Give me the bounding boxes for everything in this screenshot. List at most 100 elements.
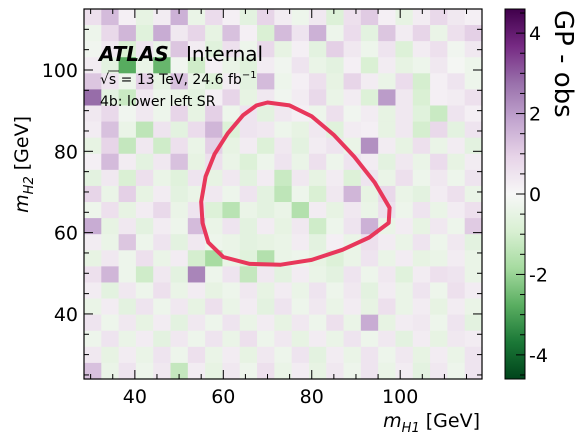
heatmap-cell xyxy=(360,25,379,42)
heatmap-cell xyxy=(222,346,241,364)
heatmap-cell xyxy=(135,234,154,251)
heatmap-cell xyxy=(430,298,448,316)
heatmap-cell xyxy=(222,185,241,203)
heatmap-cell xyxy=(447,314,466,332)
heatmap-cell xyxy=(257,282,275,300)
heatmap-cell xyxy=(343,89,362,107)
heatmap-cell xyxy=(412,137,431,155)
heatmap-cell xyxy=(378,202,397,219)
heatmap-cell xyxy=(118,89,137,107)
heatmap-cell xyxy=(187,169,206,187)
heatmap-cell xyxy=(187,57,206,74)
heatmap-cell xyxy=(464,73,483,90)
heatmap-cell xyxy=(257,57,275,74)
heatmap-cell xyxy=(135,121,154,139)
heatmap-cell xyxy=(170,41,189,58)
heatmap-cell xyxy=(326,8,345,26)
heatmap-cell xyxy=(274,137,293,155)
heatmap-cell xyxy=(222,8,241,26)
heatmap-cell xyxy=(118,330,137,348)
heatmap-cell xyxy=(257,298,275,316)
heatmap-cell xyxy=(274,234,293,251)
heatmap-cell xyxy=(412,202,431,219)
heatmap-cell xyxy=(308,202,327,219)
heatmap-cell xyxy=(257,346,275,364)
heatmap-cell xyxy=(464,89,483,107)
heatmap-cell xyxy=(326,314,345,332)
heatmap-cell xyxy=(222,105,241,123)
heatmap-cell xyxy=(343,202,362,219)
heatmap-cell xyxy=(308,330,327,348)
heatmap-cell xyxy=(101,89,120,107)
heatmap-cell xyxy=(395,137,414,155)
heatmap-cell xyxy=(412,25,431,42)
heatmap-cell xyxy=(257,73,275,90)
heatmap-cell xyxy=(153,41,172,58)
heatmap-cell xyxy=(378,314,397,332)
heatmap-cell xyxy=(447,169,466,187)
heatmap-cell xyxy=(84,234,102,251)
heatmap-cell xyxy=(464,41,483,58)
heatmap-cell xyxy=(153,362,172,380)
y-axis-label: mH2 [GeV] xyxy=(11,116,37,213)
heatmap-cell xyxy=(187,105,206,123)
heatmap-cell xyxy=(170,362,189,380)
heatmap-cell xyxy=(274,121,293,139)
heatmap-cell xyxy=(326,73,345,90)
heatmap-cell xyxy=(343,298,362,316)
heatmap-cell xyxy=(170,137,189,155)
colorbar-label: GP - obs xyxy=(548,10,578,118)
heatmap-cell xyxy=(153,169,172,187)
heatmap-cell xyxy=(464,298,483,316)
heatmap-cell xyxy=(222,314,241,332)
heatmap-cell xyxy=(118,137,137,155)
heatmap-cell xyxy=(187,153,206,171)
heatmap-cell xyxy=(205,89,224,107)
heatmap-cell xyxy=(153,185,172,203)
heatmap-cell xyxy=(101,105,120,123)
heatmap-cell xyxy=(447,25,466,42)
region-label: 4b: lower left SR xyxy=(100,94,216,110)
heatmap-cell xyxy=(291,169,310,187)
heatmap-cell xyxy=(239,234,258,251)
heatmap-cell xyxy=(395,298,414,316)
heatmap-cell xyxy=(412,57,431,74)
heatmap-cell xyxy=(222,282,241,300)
heatmap-cell xyxy=(118,314,137,332)
heatmap-cell xyxy=(187,346,206,364)
heatmap-cell xyxy=(274,314,293,332)
heatmap-cell xyxy=(274,266,293,284)
heatmap-cell xyxy=(153,105,172,123)
heatmap-cell xyxy=(84,298,102,316)
heatmap-cell xyxy=(464,330,483,348)
heatmap-cell xyxy=(326,218,345,235)
heatmap-cell xyxy=(135,8,154,26)
heatmap-cell xyxy=(395,89,414,107)
heatmap-cell xyxy=(464,185,483,203)
heatmap-cell xyxy=(222,202,241,219)
heatmap-cell xyxy=(360,137,379,155)
heatmap-cell xyxy=(412,73,431,90)
heatmap-cell xyxy=(412,314,431,332)
heatmap-cell xyxy=(257,202,275,219)
heatmap-cell xyxy=(412,298,431,316)
heatmap-cell xyxy=(326,362,345,380)
heatmap-cell xyxy=(170,185,189,203)
heatmap-cell xyxy=(153,314,172,332)
heatmap-cell xyxy=(308,218,327,235)
heatmap-cell xyxy=(274,185,293,203)
heatmap-cell xyxy=(326,169,345,187)
heatmap-cell xyxy=(343,169,362,187)
heatmap-cell xyxy=(430,137,448,155)
heatmap-cell xyxy=(308,314,327,332)
heatmap-cell xyxy=(135,202,154,219)
heatmap-cell xyxy=(101,57,120,74)
heatmap-cell xyxy=(118,185,137,203)
heatmap-cell xyxy=(205,346,224,364)
heatmap-cell xyxy=(447,153,466,171)
heatmap-cell xyxy=(395,169,414,187)
heatmap-cell xyxy=(118,105,137,123)
heatmap-cell xyxy=(430,362,448,380)
heatmap-cell xyxy=(308,25,327,42)
heatmap-cell xyxy=(239,8,258,26)
